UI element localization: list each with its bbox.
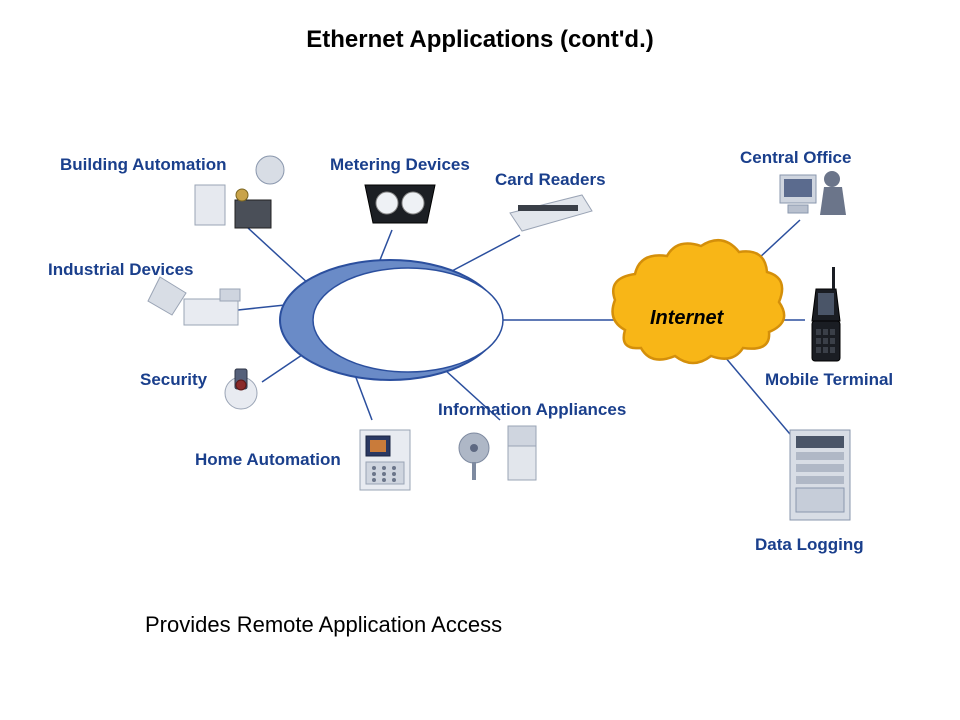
metering-devices-icon: [365, 185, 435, 223]
information-appliances-icon: [459, 426, 536, 480]
home-automation-icon: [360, 430, 410, 490]
mobile-terminal-icon: [812, 267, 840, 361]
central-office-icon: [780, 171, 846, 215]
card-readers-label: Card Readers: [495, 170, 606, 190]
security-label: Security: [140, 370, 207, 390]
metering-devices-label: Metering Devices: [330, 155, 470, 175]
diagram-svg: [0, 0, 960, 720]
internet-label: Internet: [650, 307, 723, 330]
central-office-label: Central Office: [740, 148, 851, 168]
industrial-devices-icon: [148, 277, 240, 325]
diagram-stage: Ethernet Applications (cont'd.) Provides…: [0, 0, 960, 720]
industrial-devices-label: Industrial Devices: [48, 260, 194, 280]
building-automation-label: Building Automation: [60, 155, 227, 175]
home-automation-label: Home Automation: [195, 450, 341, 470]
data-logging-label: Data Logging: [755, 535, 864, 555]
card-readers-icon: [510, 195, 592, 231]
data-logging-icon: [790, 430, 850, 520]
mobile-terminal-label: Mobile Terminal: [765, 370, 893, 390]
information-appliances-label: Information Appliances: [438, 400, 626, 420]
security-icon: [225, 369, 257, 409]
